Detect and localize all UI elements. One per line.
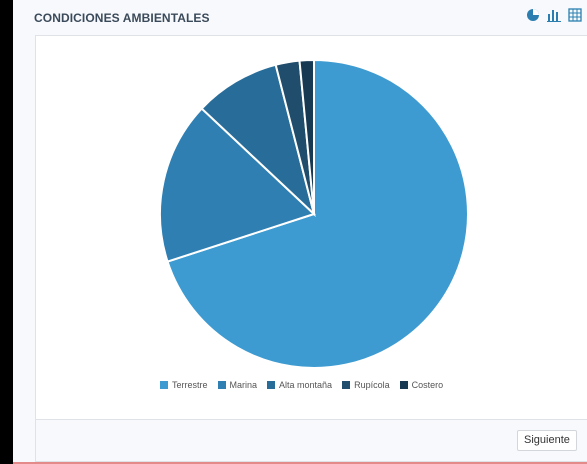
legend-label: Alta montaña xyxy=(279,380,333,390)
legend-swatch xyxy=(399,381,408,389)
pie-chart-icon[interactable] xyxy=(526,8,540,22)
chart-legend: Terrestre Marina Alta montaña Rupícola C… xyxy=(160,380,443,390)
legend-label: Marina xyxy=(229,380,258,390)
legend-item-rupicola[interactable]: Rupícola xyxy=(342,380,390,390)
pie-slice-terrestre[interactable] xyxy=(166,58,469,369)
chart-card: Terrestre Marina Alta montaña Rupícola C… xyxy=(35,35,587,420)
pie-slice-costero[interactable] xyxy=(298,58,315,215)
pie-chart xyxy=(159,58,469,369)
legend-swatch xyxy=(160,381,168,389)
pie-slice-marina[interactable] xyxy=(159,107,316,263)
chart-toolbar xyxy=(526,7,582,23)
window-edge xyxy=(0,0,13,464)
chart-footer: Siguiente xyxy=(35,420,587,462)
legend-item-costero[interactable]: Costero xyxy=(399,380,444,390)
table-icon[interactable] xyxy=(568,8,582,22)
legend-item-alta-montana[interactable]: Alta montaña xyxy=(267,380,332,390)
pie-slice-alta-monta-a[interactable] xyxy=(200,63,316,218)
legend-item-terrestre[interactable]: Terrestre xyxy=(160,380,208,390)
legend-swatch xyxy=(267,381,276,389)
next-button[interactable]: Siguiente xyxy=(517,430,577,451)
legend-label: Terrestre xyxy=(172,380,208,390)
legend-item-marina[interactable]: Marina xyxy=(217,380,258,390)
bottom-accent-line xyxy=(13,462,587,464)
bar-chart-icon[interactable] xyxy=(547,8,561,22)
legend-swatch xyxy=(217,381,226,389)
legend-swatch xyxy=(342,381,351,389)
legend-label: Rupícola xyxy=(354,380,390,390)
panel-title: CONDICIONES AMBIENTALES xyxy=(34,11,210,25)
legend-label: Costero xyxy=(411,380,444,390)
